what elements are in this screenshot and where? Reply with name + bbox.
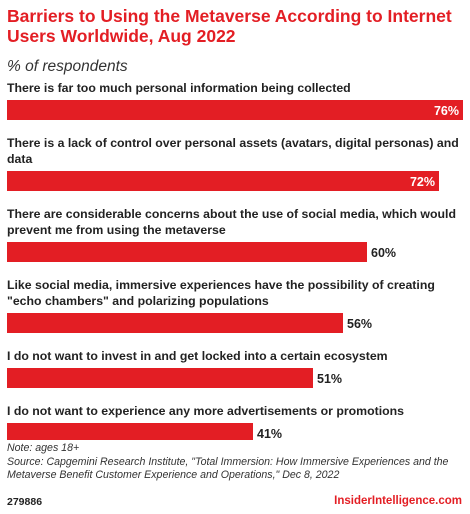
category-label: I do not want to experience any more adv…: [7, 404, 404, 418]
category-label: prevent me from using the metaverse: [7, 223, 226, 237]
bar: [7, 313, 343, 333]
bar-group: There is a lack of control over personal…: [7, 136, 459, 191]
value-label: 51%: [317, 372, 342, 386]
value-label: 41%: [257, 427, 282, 440]
note-text: Note: ages 18+: [7, 442, 80, 454]
bar: [7, 171, 439, 191]
category-label: I do not want to invest in and get locke…: [7, 349, 388, 363]
bar: [7, 368, 313, 388]
value-label: 60%: [371, 246, 396, 260]
chart-title: Barriers to Using the Metaverse Accordin…: [7, 6, 452, 46]
value-label: 76%: [434, 104, 459, 118]
bar-group: Like social media, immersive experiences…: [7, 278, 435, 333]
category-label: There is far too much personal informati…: [7, 81, 351, 95]
bar: [7, 100, 463, 120]
bar-group: I do not want to experience any more adv…: [7, 404, 404, 440]
category-label: There are considerable concerns about th…: [7, 207, 456, 221]
value-label: 72%: [410, 175, 435, 189]
brand-logo: InsiderIntelligence.com: [334, 495, 462, 507]
bar-group: I do not want to invest in and get locke…: [7, 349, 388, 388]
value-label: 56%: [347, 317, 372, 331]
bar-group: There is far too much personal informati…: [7, 81, 463, 120]
source-text: Source: Capgemini Research Institute, "T…: [7, 455, 449, 482]
chart-subtitle: % of respondents: [7, 58, 128, 75]
bar-group: There are considerable concerns about th…: [7, 207, 456, 262]
category-label: There is a lack of control over personal…: [7, 136, 459, 150]
category-label: "echo chambers" and polarizing populatio…: [7, 294, 269, 308]
bar: [7, 423, 253, 440]
category-label: data: [7, 152, 32, 166]
chart-notes: Note: ages 18+ Source: Capgemini Researc…: [7, 442, 465, 483]
bar-chart: There is far too much personal informati…: [7, 81, 463, 440]
chart-id: 279886: [7, 496, 43, 508]
bar: [7, 242, 367, 262]
category-label: Like social media, immersive experiences…: [7, 278, 435, 292]
